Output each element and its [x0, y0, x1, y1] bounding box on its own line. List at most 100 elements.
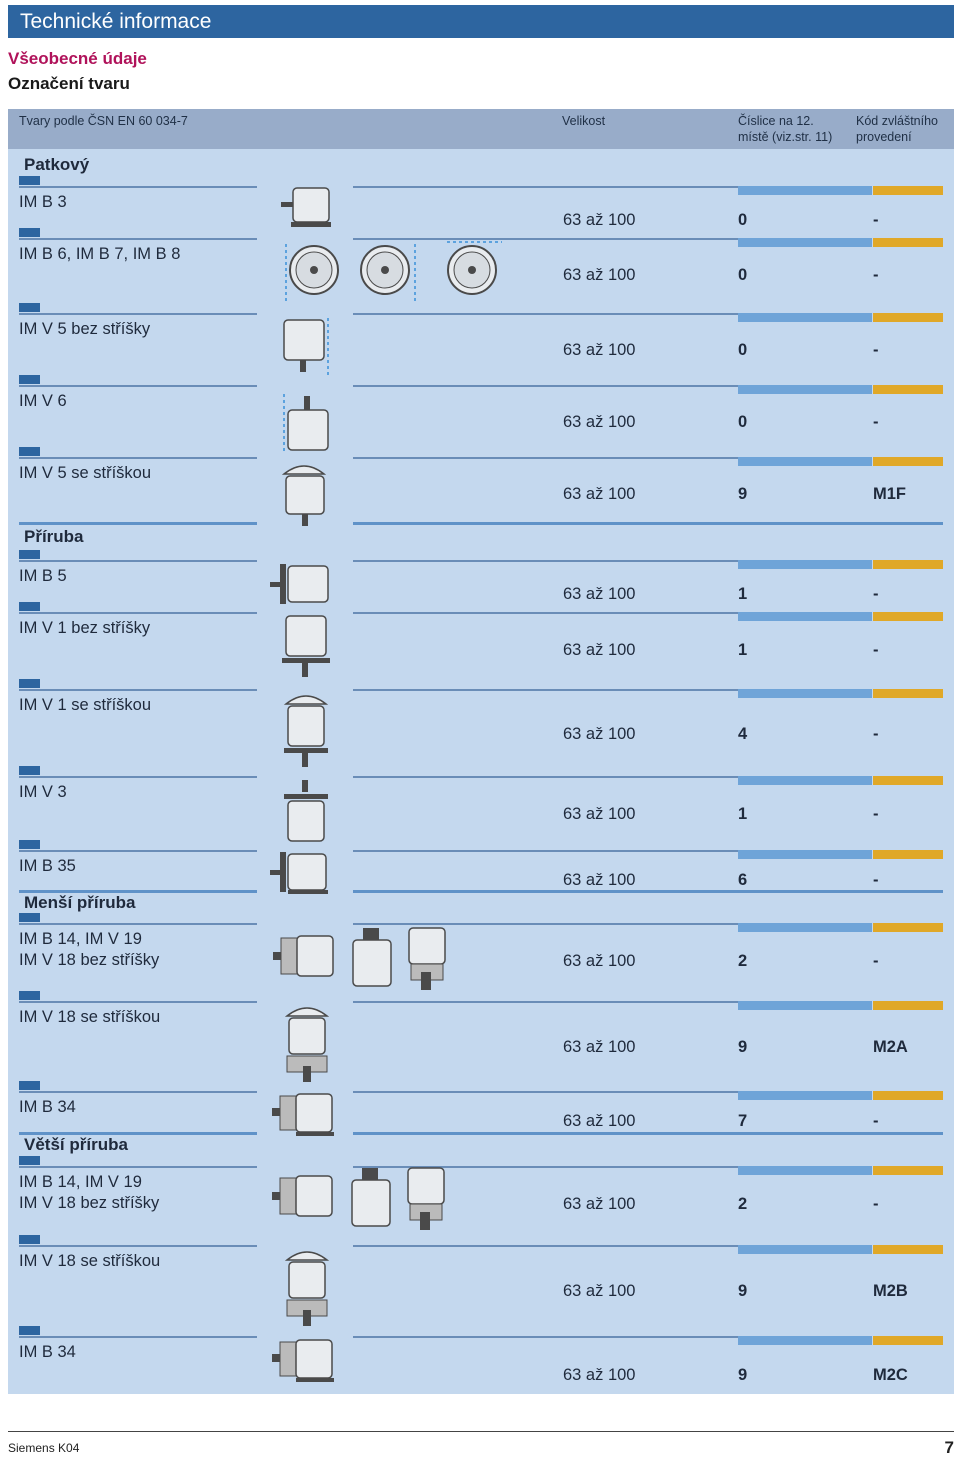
row-digit: 9 [738, 1038, 748, 1056]
code-band [873, 560, 943, 569]
row-size: 63 až 100 [563, 641, 636, 659]
row-form-label: IM B 5 [19, 567, 67, 585]
col-header-size: Velikost [562, 114, 606, 128]
row-marker [19, 1081, 40, 1090]
row-form-label-2: IM V 18 bez stříšky [19, 951, 160, 969]
row-marker [19, 1326, 40, 1335]
row-code: M2C [873, 1366, 908, 1384]
row-size: 63 až 100 [563, 266, 636, 284]
code-band [873, 313, 943, 322]
row-code: - [873, 952, 879, 970]
wall-mount-motors-icon [285, 241, 502, 302]
row-digit: 0 [738, 211, 748, 229]
row-divider [19, 1336, 257, 1338]
row-divider [353, 1336, 738, 1338]
small-flange-canopy-icon [284, 1007, 330, 1082]
row-code: - [873, 266, 879, 284]
row-digit: 2 [738, 952, 748, 970]
row-form-label-2: IM V 18 bez stříšky [19, 1194, 160, 1212]
code-band [873, 1091, 943, 1100]
section-divider [353, 890, 943, 893]
row-divider [19, 457, 257, 459]
row-divider [19, 385, 257, 387]
row-marker [19, 840, 40, 849]
vertical-flange-canopy-icon [283, 695, 329, 767]
digit-band [738, 689, 872, 698]
digit-band [738, 1166, 872, 1175]
row-marker [19, 176, 40, 185]
digit-band [738, 313, 872, 322]
row-digit: 0 [738, 341, 748, 359]
row-digit: 7 [738, 1112, 748, 1130]
row-form-label: IM V 3 [19, 783, 67, 801]
footer-brand: Siemens K04 [8, 1441, 80, 1455]
row-code: - [873, 641, 879, 659]
row-divider [353, 689, 738, 691]
row-size: 63 až 100 [563, 211, 636, 229]
digit-band [738, 612, 872, 621]
row-size: 63 až 100 [563, 413, 636, 431]
row-form-label: IM B 3 [19, 193, 67, 211]
digit-band [738, 850, 872, 859]
row-size: 63 až 100 [563, 725, 636, 743]
row-code: - [873, 805, 879, 823]
vertical-foot-motor-up-icon [283, 394, 329, 452]
row-digit: 4 [738, 725, 748, 743]
row-divider [353, 560, 738, 562]
row-divider [353, 612, 738, 614]
row-marker [19, 913, 40, 922]
vertical-flange-motor-icon [282, 615, 330, 677]
row-divider [353, 1091, 738, 1093]
foot-motor-icon [281, 187, 331, 227]
row-divider [19, 776, 257, 778]
row-form-label: IM V 1 se stříškou [19, 696, 152, 714]
row-code: M2A [873, 1038, 908, 1056]
col-header-digit-2: místě (viz.str. 11) [738, 130, 833, 144]
row-divider [353, 1245, 738, 1247]
row-form-label: IM V 5 se stříškou [19, 464, 152, 482]
row-code: - [873, 413, 879, 431]
digit-band [738, 457, 872, 466]
section-divider [353, 522, 943, 525]
row-code: M1F [873, 485, 906, 503]
vertical-flange-up-icon [284, 780, 328, 842]
row-form-label: IM V 18 se stříškou [19, 1252, 161, 1270]
code-band [873, 238, 943, 247]
digit-band [738, 385, 872, 394]
row-divider [19, 186, 257, 188]
row-divider [19, 850, 257, 852]
row-marker [19, 303, 40, 312]
subsection-title: Označení tvaru [8, 74, 130, 93]
row-form-label: IM V 6 [19, 392, 67, 410]
row-divider [19, 923, 257, 925]
col-header-code-1: Kód zvláštního [856, 114, 938, 128]
row-code: M2B [873, 1282, 908, 1300]
small-flange-motors-icon [273, 927, 446, 990]
section-heading: Příruba [24, 527, 84, 546]
section-divider [353, 1132, 943, 1135]
large-flange-motors-icon [272, 1167, 445, 1230]
row-code: - [873, 871, 879, 889]
row-divider [19, 1091, 257, 1093]
table-header: Tvary podle ČSN EN 60 034-7 Velikost Čís… [8, 109, 954, 149]
row-form-label: IM V 18 se stříškou [19, 1008, 161, 1026]
row-form-label: IM B 14, IM V 19 [19, 930, 142, 948]
code-band [873, 1001, 943, 1010]
code-band [873, 1336, 943, 1345]
col-header-digit-1: Číslice na 12. [738, 114, 814, 128]
section-heading: Patkový [24, 155, 90, 174]
row-form-label: IM B 14, IM V 19 [19, 1173, 142, 1191]
row-digit: 2 [738, 1195, 748, 1213]
foot-flange-motor-icon [270, 852, 328, 894]
code-band [873, 923, 943, 932]
flange-motor-icon [270, 564, 329, 604]
code-band [873, 186, 943, 195]
digit-band [738, 1245, 872, 1254]
row-marker [19, 447, 40, 456]
row-marker [19, 1156, 40, 1165]
digit-band [738, 1001, 872, 1010]
row-divider [19, 1001, 257, 1003]
row-divider [19, 689, 257, 691]
title-bar: Technické informace [8, 5, 954, 38]
row-form-label: IM V 5 bez stříšky [19, 320, 151, 338]
